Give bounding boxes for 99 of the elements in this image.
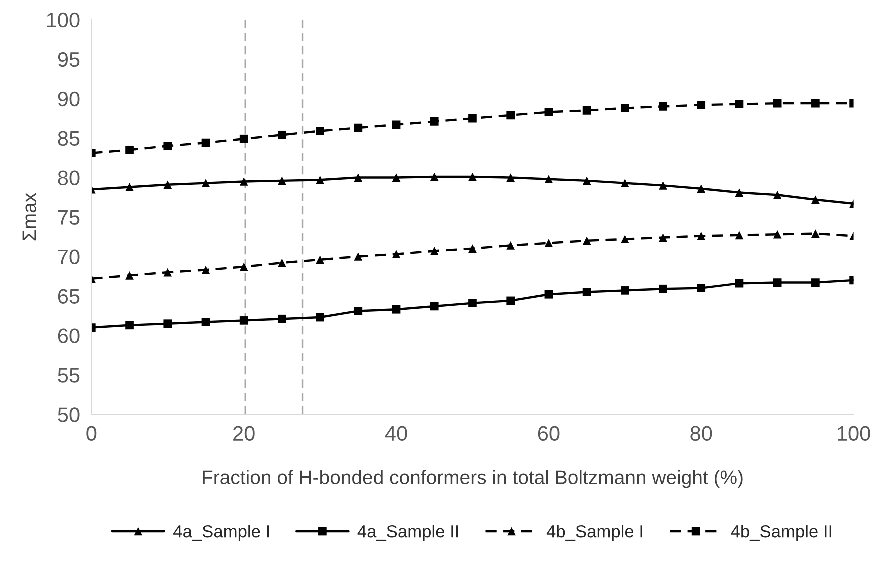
y-tick-label: 90 bbox=[58, 92, 80, 107]
point bbox=[697, 100, 706, 110]
x-tick-label: 40 bbox=[385, 426, 408, 442]
y-tick-label: 95 bbox=[58, 52, 80, 68]
point bbox=[812, 278, 820, 287]
point bbox=[544, 175, 554, 184]
point bbox=[164, 180, 172, 190]
point bbox=[392, 250, 401, 259]
point bbox=[812, 99, 820, 108]
point bbox=[506, 242, 516, 250]
point bbox=[773, 190, 782, 200]
point bbox=[126, 321, 134, 330]
point bbox=[430, 172, 439, 182]
point bbox=[582, 236, 592, 246]
point bbox=[582, 176, 592, 186]
point bbox=[430, 118, 439, 126]
point bbox=[697, 232, 706, 240]
point bbox=[697, 284, 706, 292]
y-tick-label: 60 bbox=[58, 328, 80, 344]
point bbox=[620, 104, 630, 112]
point bbox=[126, 272, 134, 280]
point bbox=[812, 230, 820, 238]
point bbox=[582, 288, 592, 296]
point bbox=[430, 247, 439, 256]
point bbox=[354, 307, 363, 316]
y-tick-label: 55 bbox=[58, 368, 80, 383]
point bbox=[659, 182, 668, 190]
point bbox=[316, 256, 324, 264]
point bbox=[240, 316, 248, 325]
point bbox=[354, 124, 363, 132]
point bbox=[582, 106, 592, 115]
point bbox=[278, 130, 286, 140]
y-axis-title: Σmax bbox=[22, 193, 36, 241]
y-tick-label: 50 bbox=[58, 408, 80, 422]
point bbox=[468, 114, 477, 123]
point bbox=[620, 179, 630, 188]
point bbox=[126, 183, 134, 192]
point bbox=[392, 174, 401, 182]
x-tick-label: 20 bbox=[234, 426, 255, 442]
point bbox=[354, 252, 363, 261]
point bbox=[240, 262, 248, 272]
point bbox=[278, 176, 286, 186]
point bbox=[392, 120, 401, 130]
point bbox=[202, 266, 210, 274]
point bbox=[468, 172, 477, 182]
point bbox=[164, 268, 172, 277]
x-axis-title: Fraction of H-bonded conformers in total Boltzmann weight (%) bbox=[203, 470, 743, 488]
point bbox=[506, 174, 516, 182]
point bbox=[316, 127, 324, 136]
point bbox=[126, 146, 134, 154]
point bbox=[354, 174, 363, 182]
point bbox=[659, 234, 668, 242]
point bbox=[278, 314, 286, 324]
point bbox=[202, 138, 210, 148]
x-tick-label: 100 bbox=[838, 426, 870, 442]
point bbox=[202, 179, 210, 188]
x-tick-label: 80 bbox=[690, 426, 712, 442]
legend-label: 4b_Sample II bbox=[731, 525, 832, 542]
point bbox=[620, 235, 630, 244]
point bbox=[240, 134, 248, 144]
point bbox=[659, 102, 668, 111]
point bbox=[697, 184, 706, 194]
point bbox=[468, 299, 477, 308]
y-tick-label: 70 bbox=[58, 250, 80, 264]
point bbox=[506, 111, 516, 120]
y-tick-label: 100 bbox=[47, 12, 80, 28]
point bbox=[773, 230, 782, 239]
point bbox=[392, 305, 401, 314]
point bbox=[316, 176, 324, 184]
point bbox=[430, 302, 439, 311]
point bbox=[735, 100, 744, 109]
point bbox=[316, 313, 324, 322]
legend-label: 4a_Sample I bbox=[174, 525, 270, 542]
legend-label: 4b_Sample I bbox=[546, 525, 642, 542]
legend-label: 4a_Sample II bbox=[358, 525, 458, 542]
point bbox=[620, 286, 630, 295]
point bbox=[544, 290, 554, 299]
point bbox=[773, 99, 782, 108]
point bbox=[278, 258, 286, 268]
point bbox=[544, 239, 554, 248]
x-tick-label: 60 bbox=[538, 426, 560, 442]
point bbox=[468, 244, 477, 254]
point bbox=[164, 320, 172, 328]
y-tick-label: 80 bbox=[58, 170, 80, 186]
point bbox=[812, 196, 820, 204]
point bbox=[164, 142, 172, 150]
point bbox=[544, 108, 554, 116]
point bbox=[735, 188, 744, 197]
y-tick-label: 85 bbox=[58, 131, 80, 146]
point bbox=[773, 278, 782, 287]
point bbox=[659, 284, 668, 294]
y-tick-label: 75 bbox=[58, 210, 80, 226]
point bbox=[735, 231, 744, 240]
x-tick-label: 0 bbox=[86, 426, 97, 442]
point bbox=[240, 178, 248, 186]
point bbox=[506, 296, 516, 306]
point bbox=[735, 279, 744, 288]
y-tick-label: 65 bbox=[58, 289, 80, 304]
point bbox=[202, 318, 210, 326]
